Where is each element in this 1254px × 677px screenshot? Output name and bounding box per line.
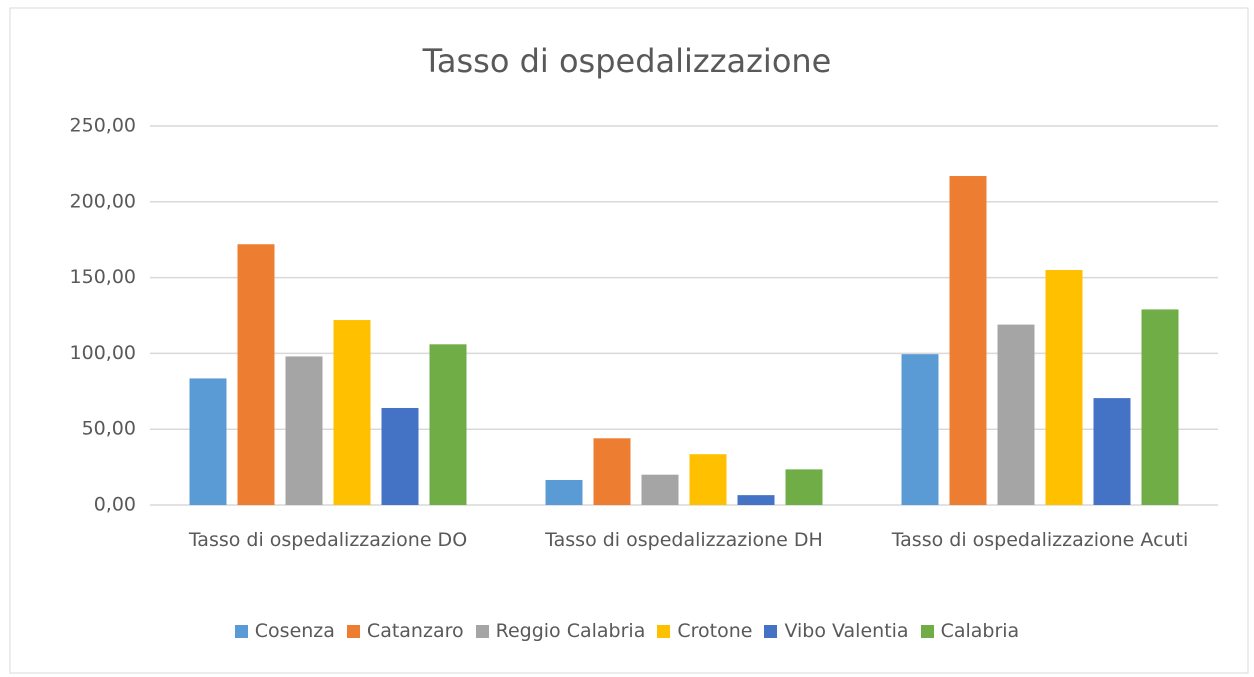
bar (641, 474, 679, 505)
legend-item: Cosenza (234, 620, 335, 642)
legend-item: Catanzaro (346, 620, 464, 642)
bar (737, 495, 775, 505)
chart-frame (9, 7, 1249, 674)
legend-item: Reggio Calabria (475, 620, 646, 642)
legend-item: Calabria (920, 620, 1020, 642)
x-tick-label-box: Tasso di ospedalizzazione DO (188, 529, 468, 551)
legend-swatch (920, 624, 934, 638)
legend: Cosenza Catanzaro Reggio Calabria Crotone Vi… (0, 620, 1254, 642)
legend-swatch (346, 624, 360, 638)
bar (545, 479, 583, 505)
legend-label: Reggio Calabria (495, 620, 646, 642)
x-tick-label-box: Tasso di ospedalizzazione DH (545, 529, 823, 551)
legend-label: Cosenza (254, 620, 335, 642)
legend-swatch (764, 624, 778, 638)
bar (285, 356, 323, 505)
legend-swatch (657, 624, 671, 638)
bar (689, 454, 727, 505)
legend-item: Vibo Valentia (764, 620, 909, 642)
bar (189, 378, 227, 505)
bar (997, 324, 1035, 505)
y-tick-label: 250,00 (70, 115, 136, 137)
y-tick-label: 150,00 (70, 266, 136, 288)
bar (1141, 309, 1179, 505)
bar (237, 244, 275, 506)
bar (333, 320, 371, 505)
legend-swatch (234, 624, 248, 638)
y-tick-label: 200,00 (70, 190, 136, 212)
legend-label: Crotone (677, 620, 753, 642)
legend-swatch (475, 624, 489, 638)
bar (1093, 398, 1131, 505)
y-tick-label: 50,00 (82, 418, 136, 440)
x-tick-label: Tasso di ospedalizzazione DH (545, 529, 823, 551)
y-tick-label: 100,00 (70, 342, 136, 364)
legend-label: Calabria (940, 620, 1020, 642)
bar (785, 469, 823, 505)
legend-label: Catanzaro (366, 620, 464, 642)
legend-item: Crotone (657, 620, 752, 642)
legend-label: Vibo Valentia (784, 620, 909, 642)
bar (381, 407, 419, 505)
bar (593, 438, 631, 505)
bar (901, 354, 939, 505)
bar (429, 344, 467, 505)
bar (949, 176, 987, 505)
x-tick-label-box: Tasso di ospedalizzazione Acuti (891, 529, 1189, 551)
x-tick-label: Tasso di ospedalizzazione DO (188, 529, 468, 551)
y-tick-label: 0,00 (94, 494, 136, 516)
chart-title: Tasso di ospedalizzazione (422, 42, 832, 80)
bar (1045, 270, 1083, 505)
x-tick-label: Tasso di ospedalizzazione Acuti (891, 529, 1189, 551)
